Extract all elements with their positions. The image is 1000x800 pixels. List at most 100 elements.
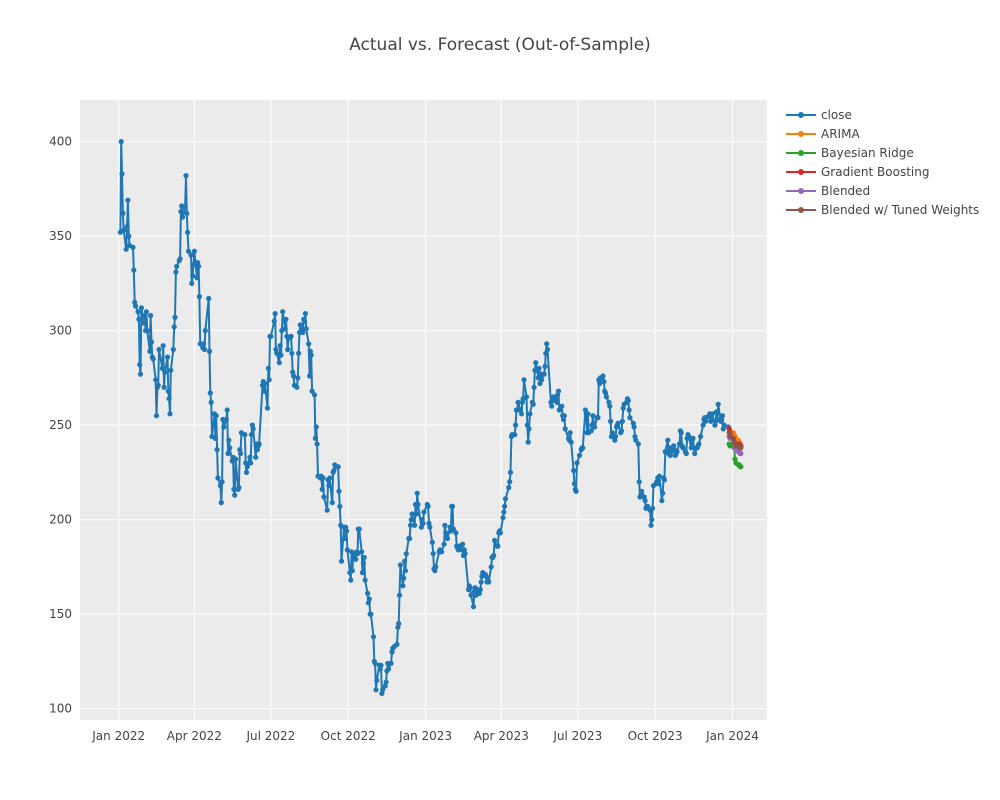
data-point[interactable] [306, 341, 312, 347]
data-point[interactable] [655, 481, 662, 487]
data-point[interactable] [353, 556, 359, 562]
data-point[interactable] [295, 375, 301, 381]
data-point[interactable] [401, 575, 407, 581]
data-point[interactable] [626, 407, 632, 413]
data-point[interactable] [177, 256, 183, 262]
data-point[interactable] [202, 328, 208, 334]
data-point[interactable] [649, 517, 655, 523]
data-point[interactable] [159, 365, 165, 371]
data-point[interactable] [380, 687, 386, 693]
data-point[interactable] [686, 433, 692, 440]
data-point[interactable] [155, 382, 161, 388]
data-point[interactable] [427, 524, 433, 530]
data-point[interactable] [635, 441, 641, 447]
data-point[interactable] [407, 535, 413, 542]
data-point[interactable] [212, 435, 218, 441]
data-point[interactable] [301, 318, 308, 324]
data-point[interactable] [562, 426, 568, 432]
data-point[interactable] [344, 528, 350, 534]
data-point[interactable] [386, 666, 392, 672]
data-point[interactable] [190, 273, 196, 279]
data-point[interactable] [396, 592, 403, 598]
data-point[interactable] [243, 469, 250, 475]
data-point[interactable] [738, 450, 744, 457]
data-point[interactable] [161, 384, 167, 390]
data-point[interactable] [183, 173, 189, 179]
data-point[interactable] [414, 490, 420, 496]
data-point[interactable] [326, 483, 332, 489]
data-point[interactable] [372, 660, 378, 666]
data-point[interactable] [123, 246, 129, 252]
data-point[interactable] [449, 503, 456, 509]
data-point[interactable] [721, 422, 727, 428]
data-point[interactable] [373, 687, 379, 693]
data-point[interactable] [521, 377, 527, 383]
data-point[interactable] [294, 384, 300, 390]
data-point[interactable] [608, 418, 614, 424]
data-point[interactable] [248, 432, 255, 438]
data-point[interactable] [188, 252, 194, 258]
data-point[interactable] [442, 522, 448, 528]
data-point[interactable] [148, 312, 154, 319]
data-point[interactable] [291, 373, 297, 379]
data-point[interactable] [302, 311, 308, 317]
data-point[interactable] [501, 509, 507, 515]
data-point[interactable] [206, 348, 213, 354]
data-point[interactable] [319, 486, 325, 492]
data-point[interactable] [206, 295, 212, 302]
legend-item[interactable]: Blended w/ Tuned Weights [786, 203, 979, 217]
data-point[interactable] [383, 679, 389, 685]
data-point[interactable] [500, 515, 506, 521]
data-point[interactable] [224, 407, 230, 413]
data-point[interactable] [507, 469, 514, 475]
data-point[interactable] [233, 456, 239, 462]
data-point[interactable] [156, 346, 162, 353]
data-point[interactable] [189, 280, 195, 286]
data-point[interactable] [568, 439, 574, 445]
data-point[interactable] [312, 435, 318, 441]
data-point[interactable] [244, 464, 250, 470]
data-point[interactable] [266, 377, 272, 383]
data-point[interactable] [512, 432, 518, 438]
data-point[interactable] [495, 543, 501, 549]
data-point[interactable] [167, 411, 173, 417]
data-point[interactable] [172, 314, 178, 320]
data-point[interactable] [460, 541, 466, 547]
data-point[interactable] [478, 579, 484, 585]
data-point[interactable] [719, 413, 726, 419]
data-point[interactable] [462, 551, 468, 557]
data-point[interactable] [359, 549, 365, 555]
data-point[interactable] [618, 428, 625, 434]
data-point[interactable] [556, 407, 562, 413]
data-point[interactable] [415, 501, 421, 508]
data-point[interactable] [615, 420, 621, 426]
data-point[interactable] [397, 562, 403, 568]
data-point[interactable] [130, 244, 136, 250]
data-point[interactable] [374, 677, 380, 683]
data-point[interactable] [515, 399, 521, 405]
data-point[interactable] [201, 341, 207, 347]
data-point[interactable] [132, 303, 139, 309]
data-point[interactable] [225, 450, 231, 457]
data-point[interactable] [571, 467, 577, 474]
data-point[interactable] [236, 484, 242, 491]
data-point[interactable] [118, 139, 124, 145]
data-point[interactable] [226, 437, 232, 443]
data-point[interactable] [439, 549, 445, 555]
data-point[interactable] [362, 577, 368, 583]
data-point[interactable] [659, 498, 665, 504]
data-point[interactable] [470, 604, 477, 610]
data-point[interactable] [619, 418, 626, 424]
data-point[interactable] [394, 641, 400, 648]
data-point[interactable] [160, 343, 166, 349]
data-point[interactable] [409, 511, 415, 517]
data-point[interactable] [412, 522, 418, 528]
data-point[interactable] [277, 343, 283, 349]
data-point[interactable] [421, 509, 427, 515]
data-point[interactable] [280, 309, 286, 315]
data-point[interactable] [223, 416, 229, 423]
legend-item[interactable]: close [786, 108, 852, 122]
data-point[interactable] [250, 426, 256, 432]
data-point[interactable] [648, 522, 654, 528]
data-point[interactable] [625, 397, 631, 404]
